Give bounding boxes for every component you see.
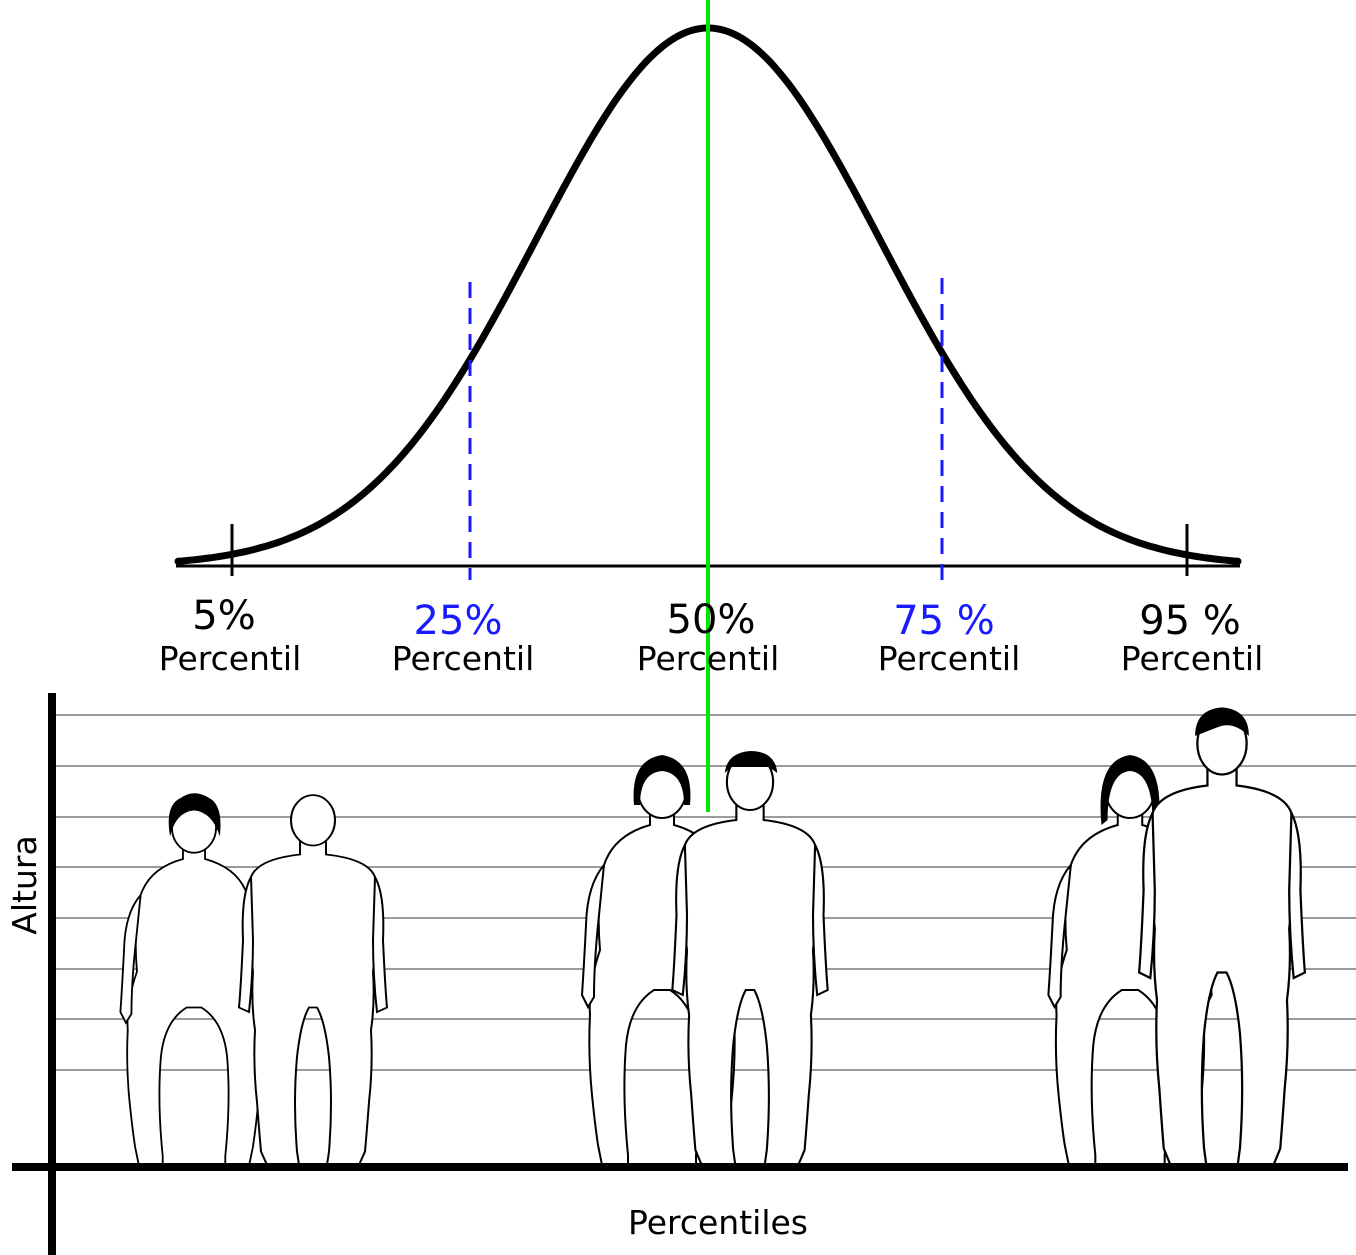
woman-figure-medium [581,755,743,1166]
man-figure-medium [671,751,829,1167]
x-axis-label: Percentiles [628,1203,808,1242]
p25-percent: 25% [414,598,503,644]
short-hair [724,751,778,773]
x-axis [12,1163,1348,1171]
curly-hair [168,793,221,837]
p50-label: Percentil [637,639,780,678]
p50-percent: 50% [667,597,756,643]
p95-label: Percentil [1121,639,1264,678]
woman-figure-tall [1047,755,1213,1167]
p5-label: Percentil [159,639,302,678]
figure-group-95 [1047,707,1307,1167]
p75-percent: 75 % [893,598,995,644]
man-figure-short [238,794,388,1166]
y-axis [48,693,56,1255]
man-figure-tall [1137,707,1307,1167]
parted-hair [1195,707,1249,736]
p5-percent: 5% [192,593,255,639]
long-hair [1100,755,1160,825]
bob-hair [633,755,691,805]
figure-group-50 [581,751,829,1167]
y-axis-label: Altura [5,835,44,934]
woman-figure-short [119,793,269,1166]
figure-group-5 [119,793,388,1166]
p25-label: Percentil [392,639,535,678]
p75-label: Percentil [878,639,1021,678]
p95-percent: 95 % [1139,598,1241,644]
